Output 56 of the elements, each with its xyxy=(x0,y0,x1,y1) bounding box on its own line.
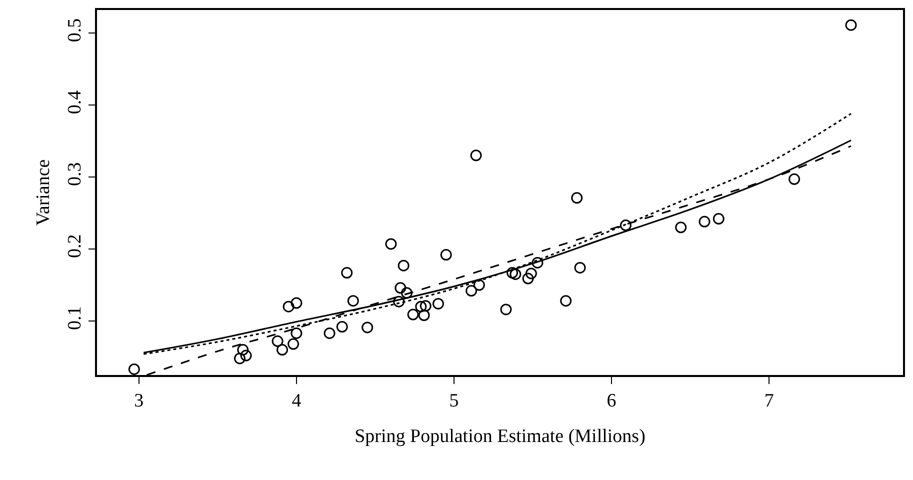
point xyxy=(290,297,302,309)
point xyxy=(336,321,348,333)
x-tick-label: 4 xyxy=(292,390,302,412)
point xyxy=(400,287,412,299)
point xyxy=(398,260,410,272)
y-tick-label: 0.4 xyxy=(64,90,86,114)
point xyxy=(470,150,482,162)
point xyxy=(237,344,249,356)
point xyxy=(466,285,478,297)
point xyxy=(845,19,857,31)
point xyxy=(415,300,427,312)
x-axis-title: Spring Population Estimate (Millions) xyxy=(354,426,646,447)
point xyxy=(276,344,288,356)
point xyxy=(532,256,544,268)
y-axis-title: Variance xyxy=(33,159,54,226)
point xyxy=(440,249,452,261)
point xyxy=(675,222,687,234)
point xyxy=(571,192,583,204)
point xyxy=(712,213,724,225)
point xyxy=(698,216,710,228)
point xyxy=(510,268,522,280)
y-tick-label: 0.2 xyxy=(64,234,86,258)
point xyxy=(420,300,432,312)
point xyxy=(522,272,534,284)
point xyxy=(394,282,406,294)
point xyxy=(234,352,246,364)
point xyxy=(473,279,485,291)
point xyxy=(272,335,284,347)
point xyxy=(506,267,518,279)
point xyxy=(500,304,512,316)
point xyxy=(290,327,302,339)
x-tick-label: 5 xyxy=(449,390,459,412)
point xyxy=(620,220,632,232)
point xyxy=(560,295,572,307)
point xyxy=(574,262,586,274)
x-tick-label: 6 xyxy=(606,390,616,412)
point xyxy=(788,173,800,185)
point xyxy=(407,308,419,320)
point xyxy=(324,327,336,339)
y-tick-label: 0.5 xyxy=(64,18,86,42)
point xyxy=(432,298,444,310)
point xyxy=(362,322,374,334)
x-tick-label: 3 xyxy=(134,390,144,412)
point xyxy=(341,267,353,279)
point xyxy=(347,295,359,307)
y-tick-label: 0.1 xyxy=(64,306,86,330)
point xyxy=(385,238,397,250)
point xyxy=(288,338,300,350)
y-tick-label: 0.3 xyxy=(64,162,86,186)
point xyxy=(282,300,294,312)
x-tick-label: 7 xyxy=(764,390,774,412)
point xyxy=(418,310,430,321)
point xyxy=(240,350,252,362)
point xyxy=(525,268,537,280)
point xyxy=(128,363,140,375)
point xyxy=(393,296,405,308)
